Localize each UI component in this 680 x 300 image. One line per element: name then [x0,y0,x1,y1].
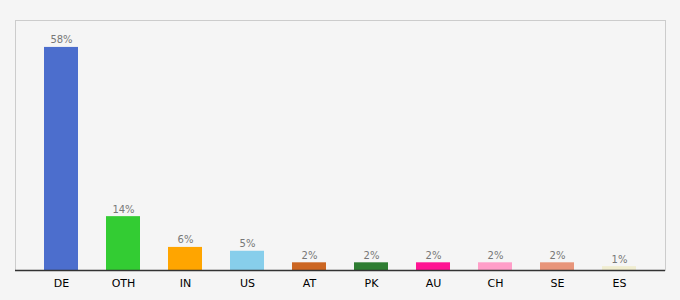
svg-text:AT: AT [303,277,317,290]
svg-text:AU: AU [426,277,442,290]
svg-text:DE: DE [54,277,69,290]
svg-text:ES: ES [613,277,627,290]
svg-text:14%: 14% [112,204,134,215]
svg-text:1%: 1% [612,254,628,265]
svg-text:2%: 2% [426,250,442,261]
svg-text:US: US [240,277,255,290]
svg-text:2%: 2% [550,250,566,261]
svg-text:IN: IN [180,277,191,290]
svg-text:6%: 6% [178,234,194,245]
svg-text:SE: SE [551,277,565,290]
svg-text:2%: 2% [302,250,318,261]
svg-text:2%: 2% [364,250,380,261]
svg-text:58%: 58% [50,34,72,45]
svg-text:OTH: OTH [112,277,136,290]
svg-text:2%: 2% [488,250,504,261]
svg-text:PK: PK [365,277,380,290]
svg-text:5%: 5% [240,238,256,249]
svg-text:CH: CH [488,277,504,290]
